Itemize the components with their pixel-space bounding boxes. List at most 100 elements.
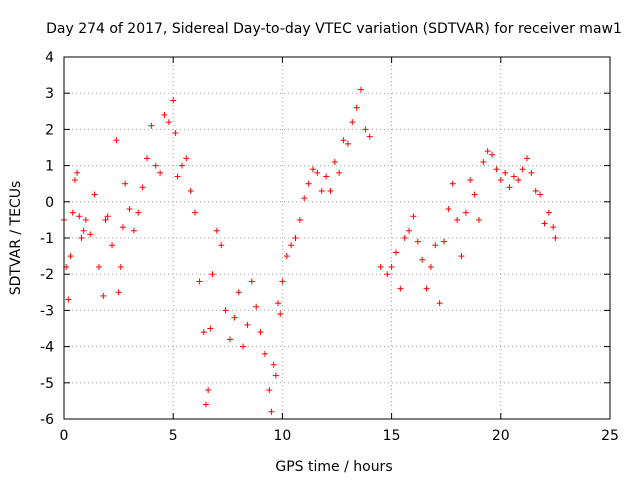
data-point bbox=[550, 224, 557, 231]
data-point bbox=[115, 289, 122, 296]
data-point bbox=[148, 122, 155, 129]
data-point bbox=[545, 209, 552, 216]
data-point bbox=[78, 235, 85, 241]
data-point bbox=[87, 231, 94, 238]
data-point bbox=[76, 213, 83, 220]
data-point bbox=[178, 162, 185, 169]
data-point bbox=[401, 235, 408, 241]
data-point bbox=[296, 216, 303, 223]
data-point bbox=[80, 227, 87, 234]
data-point bbox=[67, 253, 74, 260]
data-point bbox=[65, 296, 72, 303]
data-point bbox=[327, 187, 334, 194]
data-point bbox=[537, 191, 544, 198]
data-point bbox=[340, 137, 347, 144]
data-point bbox=[139, 184, 146, 191]
data-point bbox=[552, 235, 559, 241]
data-point bbox=[161, 111, 168, 118]
data-point bbox=[336, 169, 343, 176]
data-point bbox=[157, 169, 164, 176]
data-point bbox=[119, 224, 126, 231]
data-point bbox=[69, 209, 76, 216]
data-point bbox=[458, 253, 465, 260]
data-point bbox=[202, 401, 209, 408]
data-point bbox=[445, 206, 452, 213]
data-point bbox=[423, 285, 430, 292]
data-point bbox=[541, 220, 548, 227]
data-point bbox=[388, 263, 395, 270]
y-tick-label: -5 bbox=[40, 376, 54, 392]
data-point bbox=[532, 187, 539, 194]
data-point bbox=[305, 180, 312, 187]
data-point bbox=[200, 329, 207, 336]
data-point bbox=[349, 119, 356, 126]
x-axis-title: GPS time / hours bbox=[275, 459, 392, 475]
x-tick-label: 25 bbox=[601, 428, 619, 444]
y-tick-label: -1 bbox=[40, 231, 54, 247]
data-point bbox=[222, 307, 229, 314]
x-tick-label: 5 bbox=[169, 428, 178, 444]
data-point bbox=[275, 300, 282, 307]
data-point bbox=[358, 86, 365, 93]
plot-frame bbox=[63, 56, 611, 420]
y-tick-label: 3 bbox=[45, 86, 54, 102]
data-point bbox=[209, 271, 216, 278]
data-point bbox=[362, 126, 369, 133]
data-point bbox=[100, 292, 107, 299]
data-point bbox=[266, 387, 273, 394]
data-point bbox=[528, 169, 535, 176]
data-point bbox=[467, 177, 474, 184]
data-point bbox=[172, 130, 179, 137]
data-point bbox=[104, 213, 111, 220]
data-point bbox=[277, 311, 284, 318]
data-point bbox=[309, 166, 316, 173]
data-point bbox=[331, 158, 338, 165]
data-point bbox=[397, 285, 404, 292]
data-point bbox=[170, 97, 177, 104]
data-point bbox=[323, 173, 330, 180]
y-tick-label: -3 bbox=[40, 303, 54, 319]
y-tick-label: 0 bbox=[45, 195, 54, 211]
data-point bbox=[519, 166, 526, 173]
data-point bbox=[174, 173, 181, 180]
data-series-sdtvar bbox=[61, 86, 559, 415]
data-point bbox=[497, 177, 504, 184]
data-point bbox=[268, 408, 275, 415]
data-point bbox=[135, 209, 142, 216]
data-point bbox=[410, 213, 417, 220]
data-point bbox=[257, 329, 264, 336]
data-point bbox=[231, 314, 238, 321]
y-axis-title: SDTVAR / TECUs bbox=[8, 181, 24, 296]
x-tick-label: 10 bbox=[273, 428, 291, 444]
data-point bbox=[502, 169, 509, 176]
data-point bbox=[240, 343, 247, 350]
data-point bbox=[377, 263, 384, 270]
y-tick-label: -2 bbox=[40, 267, 54, 283]
data-point bbox=[414, 238, 421, 245]
grid-lines bbox=[64, 57, 610, 419]
data-point bbox=[301, 195, 308, 202]
data-point bbox=[226, 336, 233, 343]
x-tick-label: 0 bbox=[60, 428, 69, 444]
data-point bbox=[510, 173, 517, 180]
data-point bbox=[102, 216, 109, 223]
data-point bbox=[454, 216, 461, 223]
data-point bbox=[471, 191, 478, 198]
data-point bbox=[484, 148, 491, 155]
data-point bbox=[74, 169, 81, 176]
chart-title: Day 274 of 2017, Sidereal Day-to-day VTE… bbox=[46, 21, 622, 37]
data-point bbox=[406, 227, 413, 234]
data-point bbox=[475, 216, 482, 223]
y-tick-label: 1 bbox=[45, 159, 54, 175]
data-point bbox=[207, 325, 214, 332]
data-point bbox=[279, 278, 286, 285]
data-point bbox=[506, 184, 513, 191]
data-point bbox=[353, 104, 360, 111]
tick-labels: 0 5 10 15 20 25 -6 -5 -4 -3 -2 -1 0 1 2 3 4 bbox=[40, 50, 619, 444]
data-point bbox=[366, 133, 373, 140]
data-point bbox=[82, 216, 89, 223]
data-point bbox=[427, 263, 434, 270]
x-tick-label: 15 bbox=[383, 428, 401, 444]
data-point bbox=[192, 209, 199, 216]
data-point bbox=[213, 227, 220, 234]
